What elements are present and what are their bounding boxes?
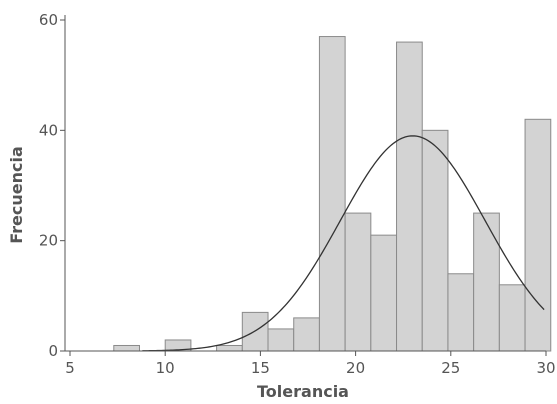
x-tick-label: 5 xyxy=(65,359,75,377)
y-axis-title: Frecuencia xyxy=(7,146,26,244)
histogram-bar xyxy=(318,36,346,352)
histogram-bar xyxy=(344,212,372,352)
x-tick-label: 30 xyxy=(536,359,555,377)
histogram-bar xyxy=(396,41,423,352)
histogram-bar xyxy=(473,212,500,352)
x-ticks-group: 5 10 15 20 25 30 xyxy=(65,351,556,377)
histogram-bar xyxy=(293,317,320,352)
histogram-bar xyxy=(447,273,475,352)
normal-curve xyxy=(142,135,545,352)
x-tick-label: 25 xyxy=(441,359,460,377)
histogram-bar xyxy=(113,344,140,352)
histogram-bar xyxy=(241,311,269,352)
x-axis-title: Tolerancia xyxy=(257,382,349,401)
histogram-bar xyxy=(267,328,295,352)
x-tick-label: 10 xyxy=(156,359,175,377)
y-tick-label: 60 xyxy=(39,11,58,29)
histogram-bar xyxy=(524,118,552,352)
bars-group xyxy=(113,36,552,352)
histogram-bar xyxy=(216,344,243,352)
x-tick-label: 20 xyxy=(346,359,365,377)
histogram-bar xyxy=(370,234,398,352)
histogram-bar xyxy=(498,284,526,352)
y-ticks-group: 0 20 40 60 xyxy=(39,11,65,360)
histogram-bar xyxy=(421,129,449,352)
y-tick-label: 20 xyxy=(39,232,58,250)
x-tick-label: 15 xyxy=(251,359,270,377)
y-tick-label: 40 xyxy=(39,121,58,139)
y-tick-label: 0 xyxy=(48,342,58,360)
